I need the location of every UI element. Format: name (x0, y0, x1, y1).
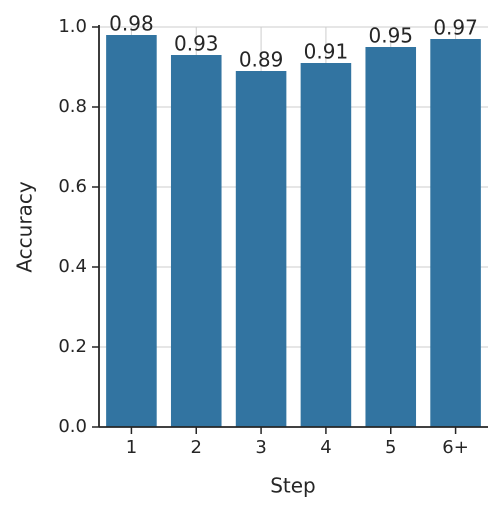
bar (430, 39, 481, 427)
bar (365, 47, 417, 427)
x-tick-label: 1 (126, 437, 137, 458)
value-label: 0.95 (368, 24, 413, 48)
y-tick-label: 0.6 (58, 176, 87, 197)
y-axis-label: Accuracy (13, 181, 37, 272)
y-tick-label: 0.0 (58, 416, 87, 437)
x-tick-label: 6+ (442, 437, 469, 458)
y-tick-label: 1.0 (58, 16, 87, 37)
value-label: 0.97 (433, 16, 478, 40)
value-label: 0.93 (174, 32, 219, 56)
x-tick-label: 5 (385, 437, 396, 458)
x-tick-label: 3 (255, 437, 266, 458)
value-label: 0.91 (304, 40, 349, 64)
bar (106, 35, 157, 427)
bar (170, 55, 222, 427)
x-tick-label: 4 (320, 437, 331, 458)
x-tick-label: 2 (191, 437, 202, 458)
y-tick-label: 0.8 (58, 96, 87, 117)
value-label: 0.98 (109, 12, 154, 36)
y-tick-label: 0.4 (58, 256, 87, 277)
bar (300, 63, 352, 427)
x-axis-label: Step (270, 474, 316, 498)
y-tick-label: 0.2 (58, 336, 87, 357)
bar (235, 71, 287, 427)
value-label: 0.89 (239, 48, 284, 72)
